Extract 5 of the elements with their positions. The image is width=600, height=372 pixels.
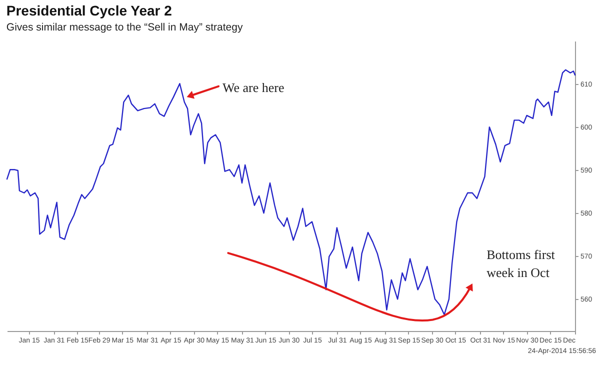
annotation: We are here [222, 80, 284, 96]
line-series [6, 69, 576, 316]
chart-subtitle: Gives similar message to the “Sell in May” strategy [6, 22, 244, 34]
annotation: Bottoms first week in Oct [486, 246, 556, 282]
chart-title: Presidential Cycle Year 2 [6, 2, 172, 18]
